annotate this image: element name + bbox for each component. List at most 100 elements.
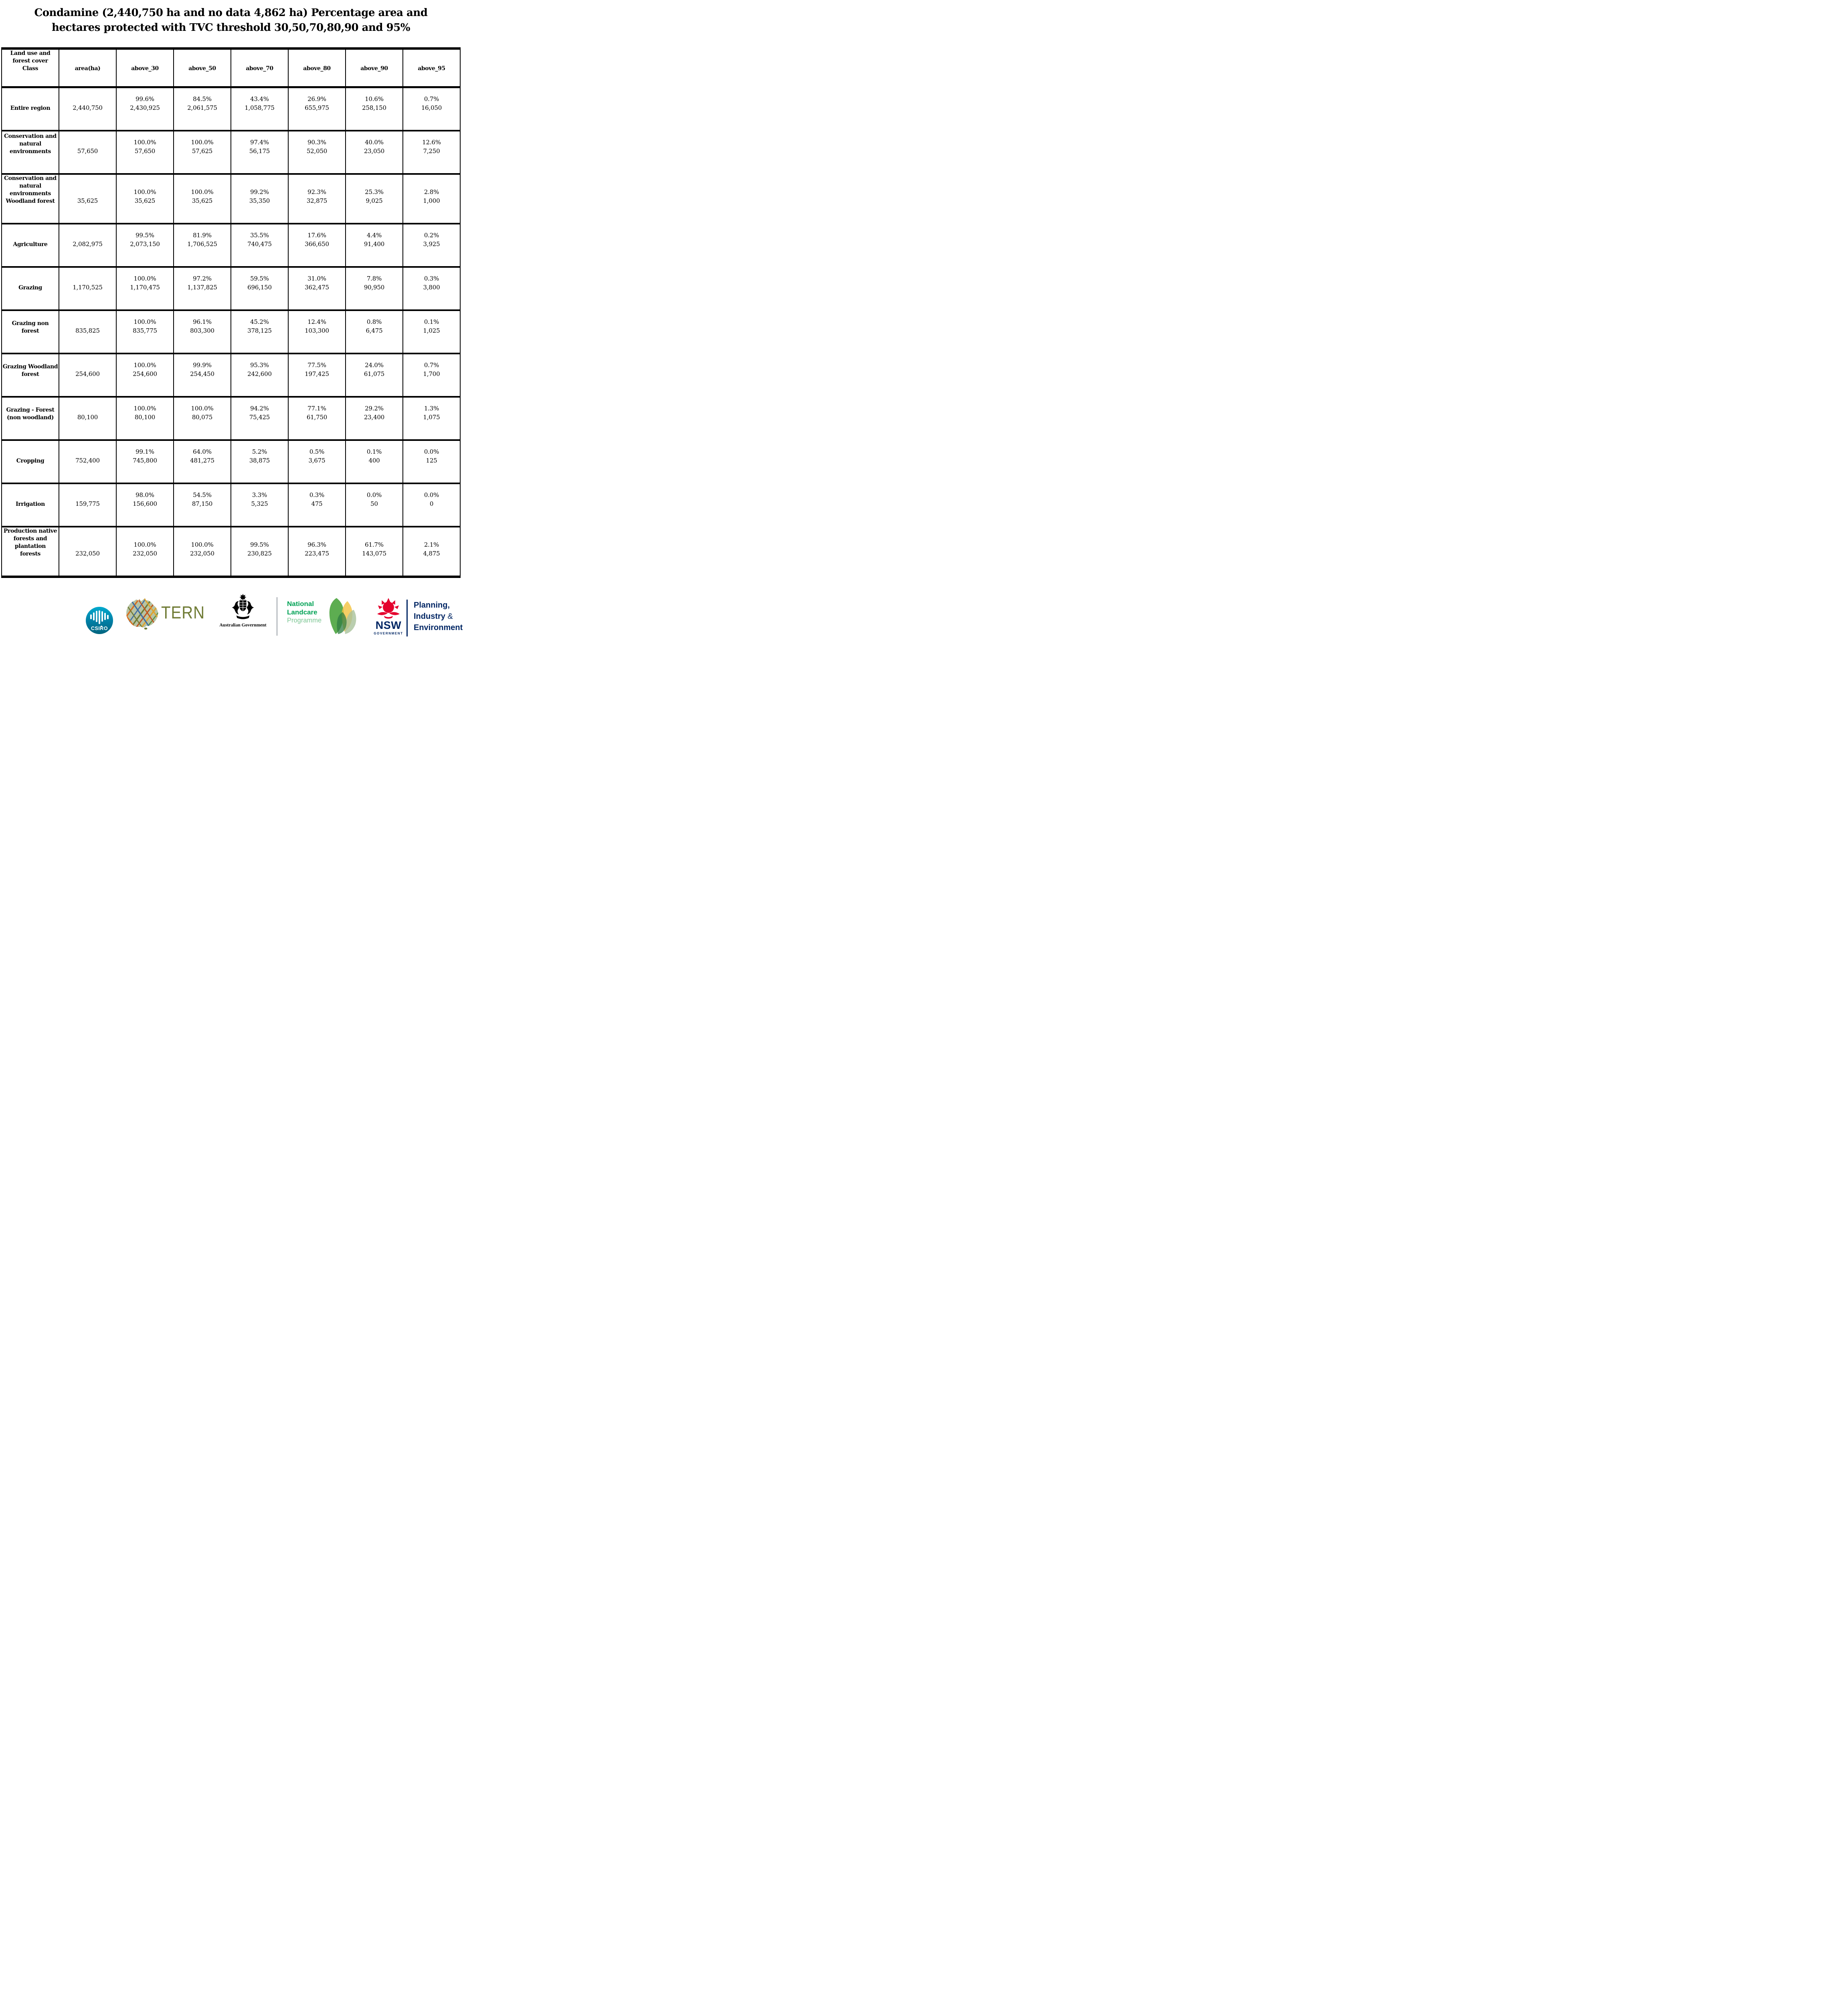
percent-value: 25.3% [365, 188, 384, 196]
percent-value: 0.3% [309, 491, 325, 499]
header-label: above_30 [131, 65, 159, 72]
hectares-value: 35,350 [249, 197, 270, 204]
table-row: Grazing - Forest (non woodland) 80,100 100.… [1, 396, 461, 441]
page-title-line1: Condamine (2,440,750 ha and no data 4,86… [34, 7, 428, 19]
row-label-cell: Grazing non forest [1, 309, 59, 354]
hectares-value: 835,775 [133, 327, 157, 334]
percent-value: 0.3% [424, 275, 439, 282]
hectares-value: 61,750 [306, 413, 328, 421]
hectares-value: 57,625 [192, 147, 213, 155]
table-row: Conservation and natural environments 57,65… [1, 129, 461, 175]
csiro-logo-icon: CSIRO [86, 606, 113, 634]
threshold-cell: 100.0% 835,775 [116, 309, 174, 354]
hectares-value: 254,450 [190, 370, 214, 378]
australian-government-label: Australian Government [219, 622, 267, 628]
row-label-line: environments [10, 148, 51, 155]
threshold-cell: 10.6% 258,150 [345, 86, 403, 131]
hectares-value: 1,137,825 [187, 283, 217, 291]
threshold-cell: 2.8% 1,000 [402, 173, 461, 224]
threshold-cell: 61.7% 143,075 [345, 525, 403, 578]
percent-value: 100.0% [133, 188, 156, 196]
header-cell-above-80: above_80 [288, 47, 346, 88]
hectares-value: 3,800 [423, 283, 440, 291]
percent-value: 81.9% [193, 231, 212, 239]
table-row: Conservation and natural environments Woodl… [1, 173, 461, 224]
header-label: above_90 [360, 65, 388, 72]
area-value: 35,625 [77, 197, 98, 204]
percent-value: 99.5% [135, 231, 154, 239]
hectares-value: 23,050 [364, 147, 385, 155]
percent-value: 0.0% [424, 448, 439, 455]
row-label-cell: Production native forests and plantation fo… [1, 525, 59, 578]
threshold-cell: 77.5% 197,425 [288, 352, 346, 398]
row-label-line: plantation [14, 543, 46, 549]
table-row: Entire region 2,440,750 99.6% 2,430,925 84.5… [1, 86, 461, 131]
threshold-cell: 43.4% 1,058,775 [230, 86, 289, 131]
percent-value: 99.1% [135, 448, 154, 455]
logos-strip: CSIRO TERN [0, 588, 463, 641]
percent-value: 0.2% [424, 231, 439, 239]
table-row: Grazing non forest 835,825 100.0% 835,775 96.… [1, 309, 461, 354]
percent-value: 94.2% [250, 404, 269, 412]
threshold-cell: 24.0% 61,075 [345, 352, 403, 398]
hectares-value: 232,050 [190, 549, 214, 557]
percent-value: 45.2% [250, 318, 269, 325]
header-label: above_95 [418, 65, 445, 72]
percent-value: 2.8% [424, 188, 439, 196]
area-cell: 80,100 [59, 396, 117, 441]
threshold-cell: 84.5% 2,061,575 [173, 86, 231, 131]
table-row: Cropping 752,400 99.1% 745,800 64.0% 481,275 5… [1, 439, 461, 484]
row-label-line: forest [21, 327, 39, 334]
page-title: Condamine (2,440,750 ha and no data 4,86… [0, 6, 462, 35]
percent-value: 99.5% [250, 541, 269, 548]
threshold-cell: 64.0% 481,275 [173, 439, 231, 484]
area-cell: 57,650 [59, 129, 117, 175]
hectares-value: 745,800 [133, 457, 157, 464]
threshold-cell: 96.3% 223,475 [288, 525, 346, 578]
row-label-line: natural [19, 140, 41, 147]
percent-value: 1.3% [424, 404, 439, 412]
percent-value: 0.8% [366, 318, 382, 325]
threshold-cell: 99.9% 254,450 [173, 352, 231, 398]
threshold-cell: 1.3% 1,075 [402, 396, 461, 441]
threshold-cell: 0.0% 0 [402, 482, 461, 527]
threshold-cell: 97.2% 1,137,825 [173, 266, 231, 311]
hectares-value: 23,400 [364, 413, 385, 421]
landcare-label-line2: Landcare [287, 608, 317, 616]
hectares-value: 57,650 [134, 147, 156, 155]
threshold-cell: 100.0% 254,600 [116, 352, 174, 398]
hectares-value: 1,058,775 [245, 104, 275, 111]
hectares-value: 1,170,475 [130, 283, 160, 291]
header-cell-above-70: above_70 [230, 47, 289, 88]
csiro-sun-icon [90, 610, 109, 625]
page-title-line2: hectares protected with TVC threshold 30… [51, 22, 410, 34]
landcare-leaves-icon [329, 598, 356, 634]
percent-value: 77.1% [307, 404, 326, 412]
area-value: 835,825 [75, 327, 100, 334]
hectares-value: 2,073,150 [130, 240, 160, 248]
table-row: Agriculture 2,082,975 99.5% 2,073,150 81.9% 1… [1, 222, 461, 268]
percent-value: 0.5% [309, 448, 325, 455]
hectares-value: 50 [370, 500, 378, 507]
percent-value: 95.3% [250, 361, 269, 369]
header-cell-above-30: above_30 [116, 47, 174, 88]
header-label: Class [22, 65, 38, 72]
area-cell: 232,050 [59, 525, 117, 578]
threshold-cell: 0.3% 475 [288, 482, 346, 527]
hectares-value: 52,050 [306, 147, 328, 155]
row-label-line: Conservation and [4, 133, 57, 139]
threshold-cell: 35.5% 740,475 [230, 222, 289, 268]
hectares-value: 7,250 [423, 147, 440, 155]
threshold-cell: 26.9% 655,975 [288, 86, 346, 131]
threshold-cell: 12.6% 7,250 [402, 129, 461, 175]
percent-value: 0.1% [366, 448, 382, 455]
row-label-line: Agriculture [13, 241, 48, 248]
threshold-cell: 90.3% 52,050 [288, 129, 346, 175]
national-landcare-logo: National Landcare Programme [287, 600, 321, 625]
threshold-cell: 100.0% 80,100 [116, 396, 174, 441]
threshold-cell: 17.6% 366,650 [288, 222, 346, 268]
row-label-line: Grazing non [12, 320, 49, 327]
percent-value: 100.0% [191, 188, 214, 196]
waratah-icon [377, 598, 400, 619]
tern-australia-map-icon [126, 598, 158, 630]
